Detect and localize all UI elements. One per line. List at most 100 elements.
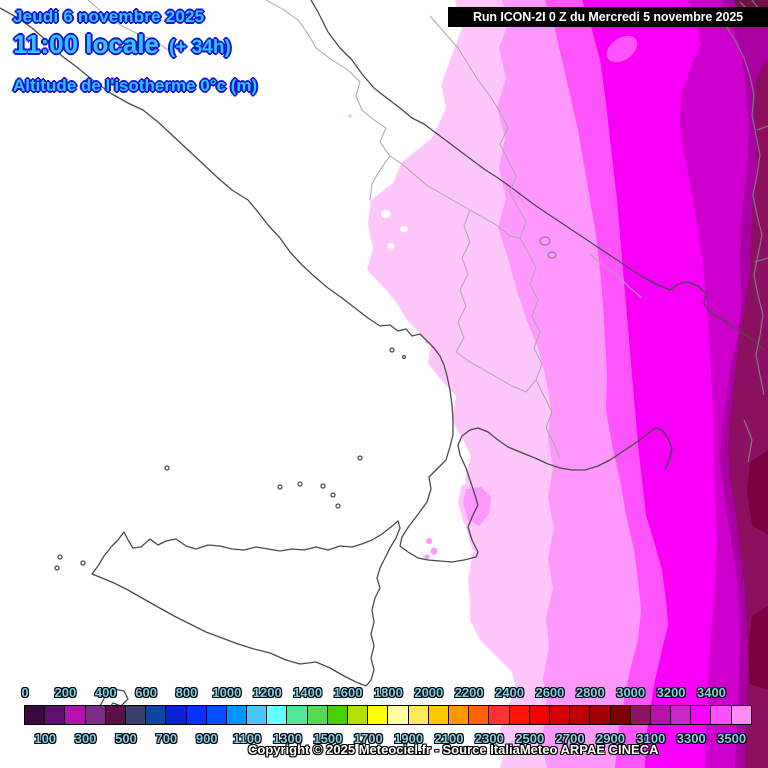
legend-top-label: 2800 xyxy=(575,685,605,700)
pale-speck xyxy=(418,297,424,303)
legend-color-box xyxy=(266,705,288,725)
border-line xyxy=(455,209,471,353)
legend-color-box xyxy=(205,705,227,725)
island-dot xyxy=(57,554,63,560)
pale-speck xyxy=(423,308,431,316)
island-dot xyxy=(297,481,303,487)
legend-color-box xyxy=(286,705,308,725)
border-line xyxy=(401,163,521,239)
legend-color-box xyxy=(548,705,571,725)
pale-speck xyxy=(348,114,352,118)
legend-top-label: 1600 xyxy=(333,685,363,700)
legend-color-box xyxy=(104,705,126,725)
legend-top-label: 1200 xyxy=(252,685,282,700)
legend-color-box xyxy=(670,705,692,725)
island-dot xyxy=(357,455,363,461)
balkan-border-branch xyxy=(756,125,768,131)
sicily-coast xyxy=(91,520,401,687)
legend-color-box xyxy=(427,705,449,725)
legend-bottom-label: 2700 xyxy=(555,731,585,746)
legend-color-box xyxy=(306,705,328,725)
legend-color-box xyxy=(730,705,752,725)
lagoon-outline xyxy=(539,236,551,246)
border-line xyxy=(369,155,391,201)
legend-color-box xyxy=(528,705,550,725)
border-line xyxy=(429,15,501,113)
legend-top-label: 3000 xyxy=(616,685,646,700)
legend-color-box xyxy=(145,705,167,725)
island-dot xyxy=(164,465,170,471)
legend-color-box xyxy=(710,705,732,725)
pale-speck xyxy=(427,330,435,338)
legend-bottom-label: 2500 xyxy=(515,731,545,746)
island-dot xyxy=(54,565,60,571)
legend-top-label: 1000 xyxy=(212,685,242,700)
legend-top-label: 3200 xyxy=(656,685,686,700)
map-lakes xyxy=(381,210,408,249)
band-2900m xyxy=(728,58,768,768)
legend-color-box xyxy=(24,705,46,725)
pale-speck xyxy=(420,320,426,326)
legend-bottom-label: 2900 xyxy=(596,731,625,746)
legend-color-box xyxy=(44,705,66,725)
legend-top-label: 0 xyxy=(21,685,29,700)
border-line xyxy=(455,351,537,393)
lake-hole xyxy=(381,210,391,218)
legend-top-label: 3400 xyxy=(696,685,726,700)
lake-hole xyxy=(387,243,395,249)
border-line xyxy=(265,0,317,49)
legend-color-box xyxy=(225,705,248,725)
pink-speck xyxy=(426,538,432,544)
island-dot xyxy=(330,492,336,498)
legend-bottom-label: 2300 xyxy=(474,731,504,746)
legend-color-box xyxy=(508,705,530,725)
legend-color-box xyxy=(387,705,409,725)
copyright-label: Copyright © 2025 Meteociel.fr - Source I… xyxy=(248,742,659,757)
legend-color-box xyxy=(347,705,369,725)
island-dot xyxy=(335,503,341,509)
legend-color-box xyxy=(165,705,187,725)
legend-top-label: 2400 xyxy=(495,685,525,700)
legend-color-box xyxy=(569,705,591,725)
legend-bottom-label: 900 xyxy=(195,731,218,746)
legend-bottom-label: 1700 xyxy=(353,731,383,746)
legend-color-box xyxy=(447,705,470,725)
legend-color-box xyxy=(690,705,712,725)
adriatic-coast xyxy=(310,0,765,351)
legend-top-label: 1800 xyxy=(373,685,403,700)
island-dot xyxy=(320,483,326,489)
legend-color-box xyxy=(367,705,389,725)
legend-color-box xyxy=(649,705,672,725)
legend-bottom-label: 3300 xyxy=(676,731,706,746)
legend-color-box xyxy=(124,705,147,725)
balkan-border-branch xyxy=(754,257,768,263)
legend-top-label: 1400 xyxy=(293,685,323,700)
border-line xyxy=(87,0,169,51)
legend-top-label: 800 xyxy=(175,685,198,700)
run-banner: Run ICON-2I 0 Z du Mercredi 5 novembre 2… xyxy=(448,7,768,27)
small-islands xyxy=(54,347,407,571)
legend-color-box xyxy=(185,705,207,725)
island-dot xyxy=(80,560,86,566)
legend-bottom-label: 500 xyxy=(115,731,137,746)
legend-bottom-label: 1900 xyxy=(394,731,424,746)
lake-hole xyxy=(400,226,408,232)
legend-top-label: 2200 xyxy=(454,685,484,700)
legend-color-box xyxy=(609,705,631,725)
legend-bottom-label: 700 xyxy=(155,731,178,746)
legend-top-label: 2000 xyxy=(414,685,444,700)
border-line xyxy=(527,251,545,397)
legend-top-label: 200 xyxy=(54,685,77,700)
map-coastlines xyxy=(0,0,765,714)
balkan-border-branch xyxy=(743,419,753,463)
pink-speck xyxy=(424,554,430,560)
legend-bottom-label: 300 xyxy=(74,731,97,746)
border-line xyxy=(315,47,403,165)
legend-color-box xyxy=(326,705,349,725)
region-borders xyxy=(87,0,643,459)
legend-color-box xyxy=(84,705,106,725)
legend-color-box xyxy=(589,705,611,725)
legend-color-box xyxy=(488,705,510,725)
legend-color-box xyxy=(468,705,490,725)
